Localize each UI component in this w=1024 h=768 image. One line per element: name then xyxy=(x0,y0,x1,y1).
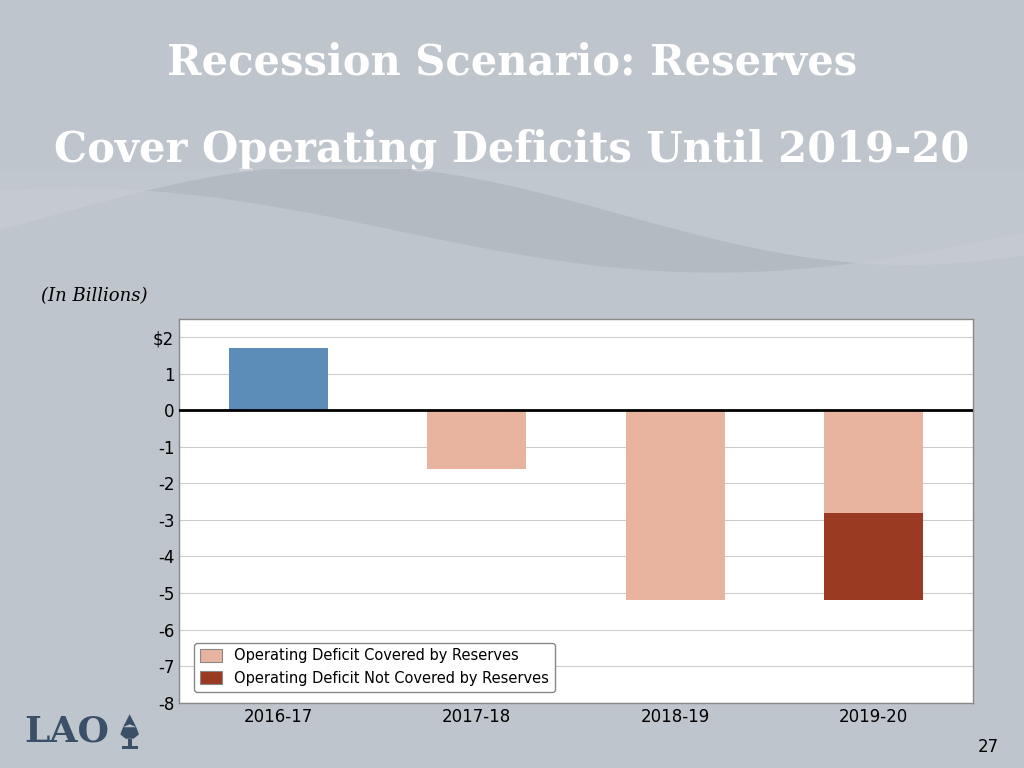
Polygon shape xyxy=(122,746,137,749)
Bar xyxy=(824,410,924,512)
Polygon shape xyxy=(128,739,132,746)
Text: 27: 27 xyxy=(977,739,998,756)
Legend: Operating Deficit Covered by Reserves, Operating Deficit Not Covered by Reserves: Operating Deficit Covered by Reserves, O… xyxy=(195,643,555,692)
Polygon shape xyxy=(0,169,1024,273)
Polygon shape xyxy=(0,165,1024,265)
Bar xyxy=(228,348,328,410)
Polygon shape xyxy=(121,727,139,739)
Bar xyxy=(824,512,924,601)
Text: LAO: LAO xyxy=(25,714,110,749)
Text: (In Billions): (In Billions) xyxy=(41,286,147,305)
Bar xyxy=(626,410,725,601)
Polygon shape xyxy=(123,714,136,727)
Bar xyxy=(427,410,526,468)
Text: Recession Scenario: Reserves: Recession Scenario: Reserves xyxy=(167,41,857,83)
Text: Cover Operating Deficits Until 2019-20: Cover Operating Deficits Until 2019-20 xyxy=(54,128,970,170)
